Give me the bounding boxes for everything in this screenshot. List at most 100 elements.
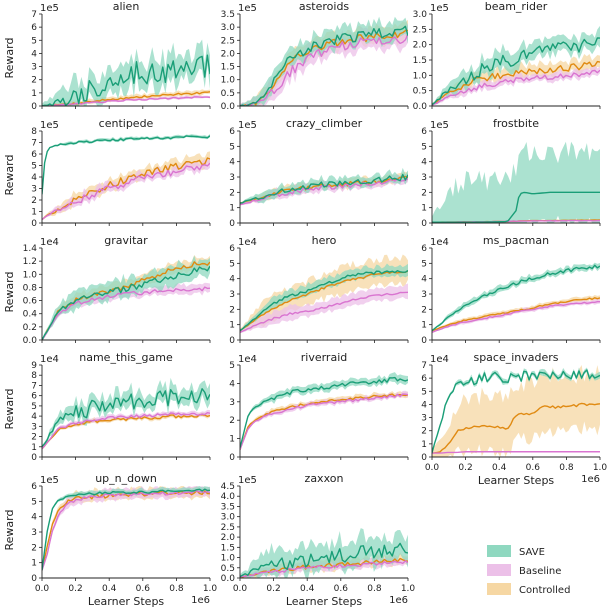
- y-tick-label-riverraid-2: 2: [229, 416, 235, 426]
- y-tick-label-ms-pacman-3: 3: [421, 290, 427, 300]
- line-save-crazy-climber: [240, 173, 408, 204]
- y-tick-label-riverraid-0: 0: [229, 453, 235, 463]
- x-tick-label-zaxxon-5: 1.0: [401, 584, 416, 594]
- y-exponent-frostbite: 1e5: [430, 120, 449, 131]
- panel-title-riverraid: riverraid: [301, 351, 348, 364]
- y-tick-label-centipede-0: 0: [31, 219, 37, 229]
- y-tick-label-beam-rider-0: 0.0: [413, 102, 428, 112]
- band-baseline-up-n-down: [42, 486, 210, 572]
- y-tick-label-crazy-climber-1: 1: [229, 204, 235, 214]
- band-save-asteroids: [240, 16, 408, 106]
- legend-label-save: SAVE: [519, 547, 545, 558]
- y-tick-label-ms-pacman-2: 2: [421, 305, 427, 315]
- y-tick-label-zaxxon-7: 3.5: [221, 502, 235, 512]
- y-tick-label-name-this-game-4: 4: [31, 412, 37, 422]
- y-tick-label-zaxxon-4: 2.0: [221, 533, 236, 543]
- y-exponent-up-n-down: 1e5: [40, 475, 59, 486]
- line-controlled-up-n-down: [42, 490, 210, 571]
- band-save-ms-pacman: [432, 262, 600, 332]
- y-tick-label-gravitar-4: 0.8: [23, 283, 38, 293]
- y-tick-label-beam-rider-3: 1.5: [413, 56, 427, 66]
- panel-title-crazy-climber: crazy_climber: [286, 117, 363, 130]
- line-save-asteroids: [240, 25, 408, 106]
- y-tick-label-space-invaders-2: 2: [421, 427, 427, 437]
- y-tick-label-gravitar-6: 1.2: [23, 257, 37, 267]
- y-tick-label-beam-rider-2: 1.0: [413, 71, 428, 81]
- y-tick-label-frostbite-3: 3: [421, 173, 427, 183]
- panel-ms-pacman: ms_pacman 1e4 0 1 2 3 4 5 6: [421, 234, 601, 346]
- panel-asteroids: asteroids 1e5 0.0 0.5 1.0 1.5 2.0 2.5 3.0 3.5: [221, 0, 409, 112]
- y-tick-label-alien-7: 7: [31, 10, 37, 20]
- x-tick-label-zaxxon-1: 0.2: [266, 584, 280, 594]
- band-baseline-beam-rider: [432, 64, 600, 106]
- line-controlled-space-invaders: [432, 402, 600, 454]
- y-tick-label-asteroids-1: 0.5: [221, 89, 235, 99]
- line-baseline-gravitar: [42, 286, 210, 340]
- x-exponent-space-invaders: 1e6: [581, 474, 600, 485]
- y-axis-label-row-2: Reward: [3, 155, 16, 196]
- y-tick-label-name-this-game-0: 0: [31, 453, 37, 463]
- panel-centipede: centipede 1e5 01 23 45 67 8: [31, 117, 211, 229]
- y-tick-label-ms-pacman-0: 0: [421, 336, 427, 346]
- line-baseline-alien: [42, 96, 210, 106]
- y-tick-label-name-this-game-3: 3: [31, 422, 37, 432]
- x-tick-label-zaxxon-3: 0.6: [334, 584, 349, 594]
- line-baseline-space-invaders: [432, 451, 600, 454]
- y-exponent-centipede: 1e5: [40, 120, 59, 131]
- y-tick-label-name-this-game-7: 7: [31, 381, 37, 391]
- band-save-zaxxon: [240, 528, 408, 578]
- y-tick-label-hero-2: 2: [229, 305, 235, 315]
- line-save-ms-pacman: [432, 264, 600, 332]
- x-tick-label-up-n-down-5: 1.0: [203, 584, 218, 594]
- x-tick-label-up-n-down-4: 0.8: [169, 584, 184, 594]
- line-baseline-asteroids: [240, 33, 408, 106]
- x-tick-label-space-invaders-4: 0.8: [559, 463, 574, 473]
- line-controlled-hero: [240, 270, 408, 332]
- y-tick-label-gravitar-5: 1.0: [23, 270, 38, 280]
- x-tick-label-up-n-down-3: 0.6: [136, 584, 151, 594]
- panel-space-invaders: space_invaders 1e4 0 1 2 3 4 5 6 7 0.0 0.2 0.4 0.6 0.8…: [421, 351, 607, 487]
- y-tick-label-gravitar-7: 1.4: [23, 244, 38, 254]
- line-save-name-this-game: [42, 388, 210, 448]
- line-baseline-hero: [240, 291, 408, 333]
- line-controlled-gravitar: [42, 261, 210, 340]
- y-tick-label-up-n-down-6: 6: [31, 482, 37, 492]
- band-save-beam-rider: [432, 25, 600, 106]
- y-tick-label-frostbite-0: 0: [421, 219, 427, 229]
- y-tick-label-ms-pacman-1: 1: [421, 321, 427, 331]
- line-save-zaxxon: [240, 542, 408, 578]
- y-tick-label-asteroids-2: 1.0: [221, 76, 236, 86]
- y-tick-label-up-n-down-4: 4: [31, 513, 37, 523]
- panel-beam-rider: beam_rider 1e5 0.0 0.5 1.0 1.5 2.0 2.5 3.0: [413, 0, 601, 112]
- y-tick-label-asteroids-3: 1.5: [221, 63, 235, 73]
- y-tick-label-up-n-down-0: 0: [31, 574, 37, 584]
- y-tick-label-crazy-climber-3: 3: [229, 173, 235, 183]
- y-tick-label-up-n-down-1: 1: [31, 559, 37, 569]
- y-tick-label-crazy-climber-0: 0: [229, 219, 235, 229]
- y-tick-label-up-n-down-3: 3: [31, 528, 37, 538]
- y-tick-label-centipede-1: 1: [31, 208, 37, 218]
- y-axis-label-row-5: Reward: [3, 510, 16, 551]
- band-save-frostbite: [432, 141, 600, 223]
- y-tick-label-centipede-3: 3: [31, 185, 37, 195]
- panel-title-hero: hero: [312, 234, 337, 247]
- band-controlled-riverraid: [240, 391, 408, 451]
- line-save-up-n-down: [42, 488, 210, 571]
- y-tick-label-name-this-game-8: 8: [31, 371, 37, 381]
- line-save-beam-rider: [432, 37, 600, 106]
- x-tick-label-up-n-down-0: 0.0: [35, 584, 50, 594]
- y-tick-label-beam-rider-5: 2.5: [413, 25, 427, 35]
- line-baseline-ms-pacman: [432, 300, 600, 333]
- y-exponent-riverraid: 1e4: [238, 354, 257, 365]
- y-tick-label-space-invaders-5: 5: [421, 387, 427, 397]
- y-tick-label-name-this-game-2: 2: [31, 433, 37, 443]
- panel-riverraid: riverraid 1e4 0 1 2 3 4 5: [229, 351, 409, 463]
- panel-title-gravitar: gravitar: [104, 234, 148, 247]
- y-tick-label-alien-6: 6: [31, 23, 37, 33]
- y-tick-label-ms-pacman-6: 6: [421, 244, 427, 254]
- y-tick-label-asteroids-5: 2.5: [221, 36, 235, 46]
- y-tick-label-name-this-game-6: 6: [31, 392, 37, 402]
- y-tick-label-zaxxon-2: 1.0: [221, 554, 236, 564]
- y-tick-label-centipede-7: 7: [31, 139, 37, 149]
- x-axis-label-zaxxon: Learner Steps: [286, 595, 363, 608]
